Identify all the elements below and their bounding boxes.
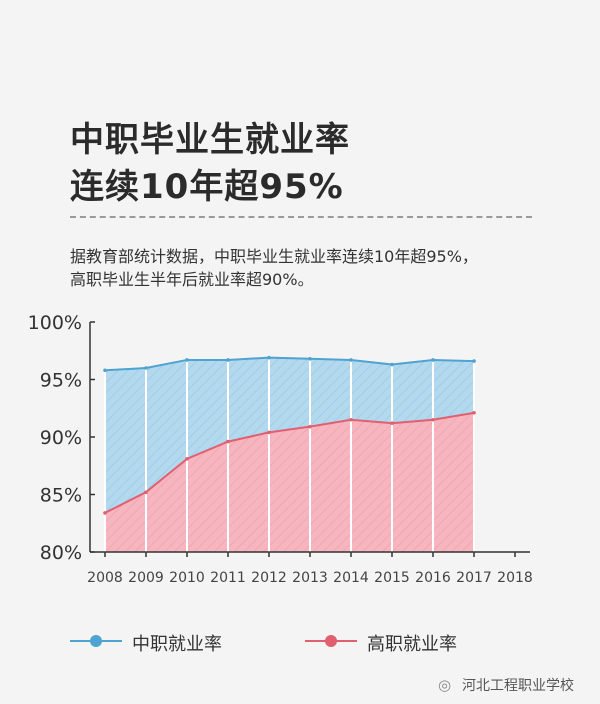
data-point-series-2 <box>144 490 148 494</box>
x-tick-label: 2017 <box>456 570 492 586</box>
data-point-series-2 <box>349 417 353 422</box>
wechat-icon: ◎ <box>438 676 452 694</box>
y-tick-label: 100% <box>28 312 82 334</box>
data-point-series-2 <box>226 439 230 444</box>
line-series-1 <box>104 356 475 372</box>
x-tick-label: 2015 <box>374 570 410 586</box>
line-series-2 <box>104 411 475 514</box>
x-tick-label: 2009 <box>128 570 164 586</box>
legend-label-series-1: 中职就业率 <box>132 634 222 655</box>
data-point-series-2 <box>308 424 312 429</box>
description-line-1: 据教育部统计数据，中职毕业生就业率连续10年超95%， <box>70 247 478 266</box>
data-point-series-1 <box>308 357 312 361</box>
x-tick-label: 2018 <box>497 570 533 586</box>
data-point-series-2 <box>185 457 189 461</box>
data-point-series-2 <box>390 421 394 425</box>
x-tick-label: 2011 <box>210 570 246 586</box>
data-point-series-2 <box>103 511 107 515</box>
legend-marker-series-2 <box>325 635 337 647</box>
description-line-2: 高职毕业生半年后就业率超90%。 <box>70 270 314 289</box>
x-tick-label: 2014 <box>333 570 369 586</box>
data-point-series-2 <box>267 430 271 435</box>
data-point-series-1 <box>349 358 353 362</box>
data-point-series-1 <box>431 358 435 362</box>
y-tick-label: 90% <box>40 427 82 449</box>
x-tick-label: 2016 <box>415 570 451 586</box>
y-tick-label: 85% <box>40 485 82 507</box>
title-line-2: 连续10年超95% <box>70 167 344 207</box>
y-tick-label: 95% <box>40 370 82 392</box>
data-point-series-1 <box>390 362 394 367</box>
area-fill-series-2 <box>105 412 474 552</box>
data-point-series-1 <box>472 359 476 363</box>
area-chart: 100% 95% 90% 85% 80% 2008 2009 2010 2011 2012 2013… <box>28 312 533 586</box>
title-line-1: 中职毕业生就业率 <box>70 120 350 160</box>
legend-item-series-2: 高职就业率 <box>305 623 515 659</box>
watermark-text: 河北工程职业学校 <box>462 678 574 694</box>
data-point-series-1 <box>144 366 148 370</box>
x-tick-label: 2013 <box>292 570 328 586</box>
legend-label-series-2: 高职就业率 <box>367 634 457 655</box>
x-tick-label: 2010 <box>169 570 205 586</box>
legend-item-series-1: 中职就业率 <box>70 623 280 659</box>
data-point-series-2 <box>431 417 435 422</box>
dashed-divider <box>70 216 532 218</box>
data-point-series-1 <box>185 358 189 362</box>
x-tick-label: 2008 <box>87 570 123 586</box>
data-point-series-1 <box>103 368 107 373</box>
data-point-series-1 <box>226 358 230 362</box>
data-point-series-1 <box>267 355 271 360</box>
legend-marker-series-1 <box>90 635 102 647</box>
data-point-series-2 <box>472 411 476 415</box>
y-tick-label: 80% <box>40 542 82 564</box>
x-tick-label: 2012 <box>251 570 287 586</box>
